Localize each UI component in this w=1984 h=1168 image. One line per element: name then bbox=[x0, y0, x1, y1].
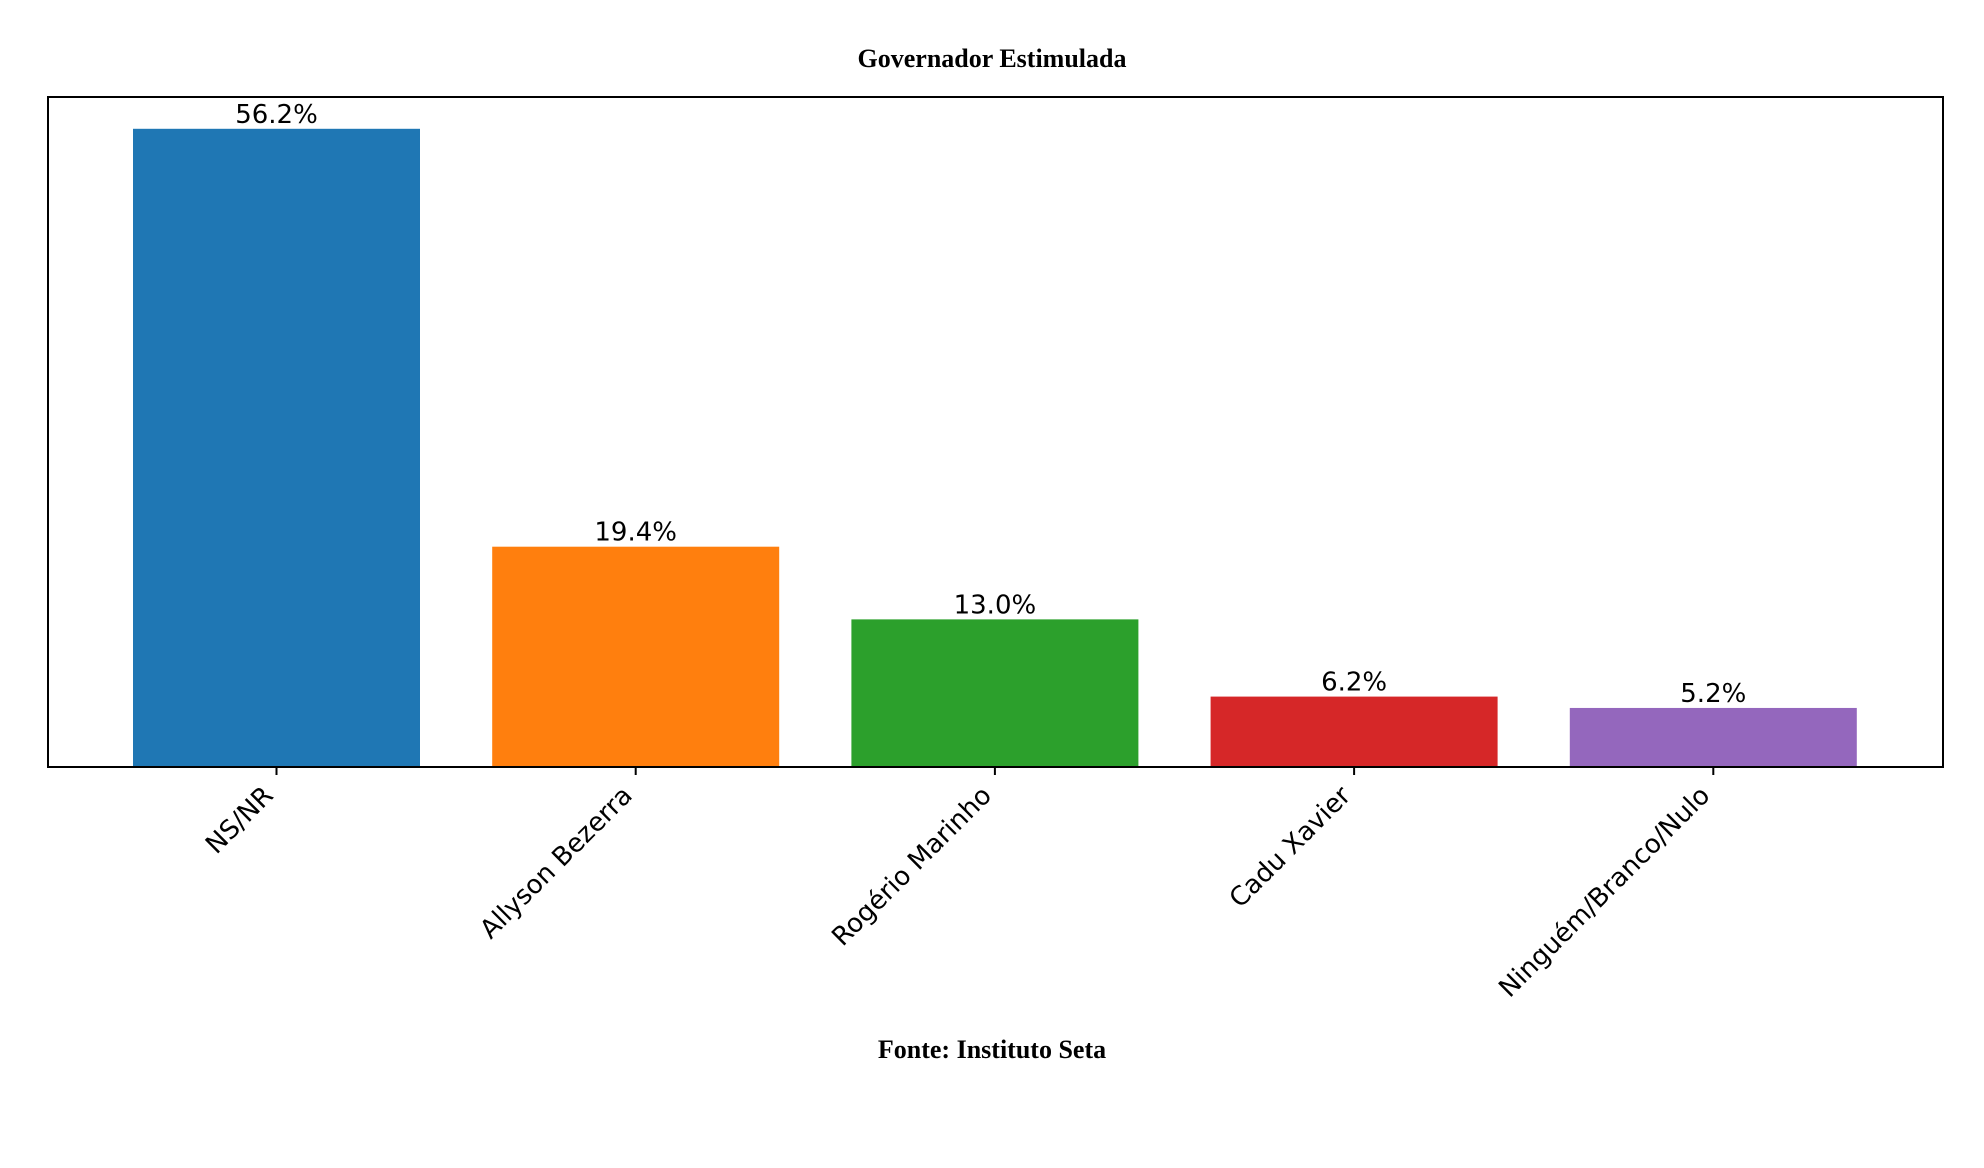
x-tick-labels-group: NS/NR Allyson Bezerra Rogério Marinho Cadu … bbox=[200, 781, 1716, 1004]
x-tick-label: Ninguém/Branco/Nulo bbox=[1493, 781, 1716, 1004]
bar-2 bbox=[851, 619, 1139, 767]
bar-1 bbox=[492, 546, 780, 767]
x-ticks-group bbox=[275, 767, 1715, 775]
x-tick-label: Rogério Marinho bbox=[826, 781, 998, 953]
x-tick-label: Cadu Xavier bbox=[1224, 781, 1357, 914]
bar-value-label: 13.0% bbox=[954, 590, 1037, 620]
bars-group bbox=[133, 128, 1857, 767]
bar-value-label: 6.2% bbox=[1321, 668, 1387, 698]
chart-title: Governador Estimulada bbox=[857, 44, 1127, 73]
bar-4 bbox=[1569, 707, 1857, 767]
chart-source-footer: Fonte: Instituto Seta bbox=[877, 1035, 1107, 1064]
x-tick-label: Allyson Bezerra bbox=[474, 781, 638, 945]
bar-value-label: 5.2% bbox=[1680, 679, 1746, 709]
x-tick-label: NS/NR bbox=[200, 781, 279, 860]
bar-value-label: 56.2% bbox=[235, 100, 318, 130]
value-labels-group: 56.2% 19.4% 13.0% 6.2% 5.2% bbox=[235, 100, 1746, 709]
bar-value-label: 19.4% bbox=[594, 518, 677, 548]
bar-0 bbox=[133, 128, 420, 767]
bar-3 bbox=[1210, 696, 1498, 767]
